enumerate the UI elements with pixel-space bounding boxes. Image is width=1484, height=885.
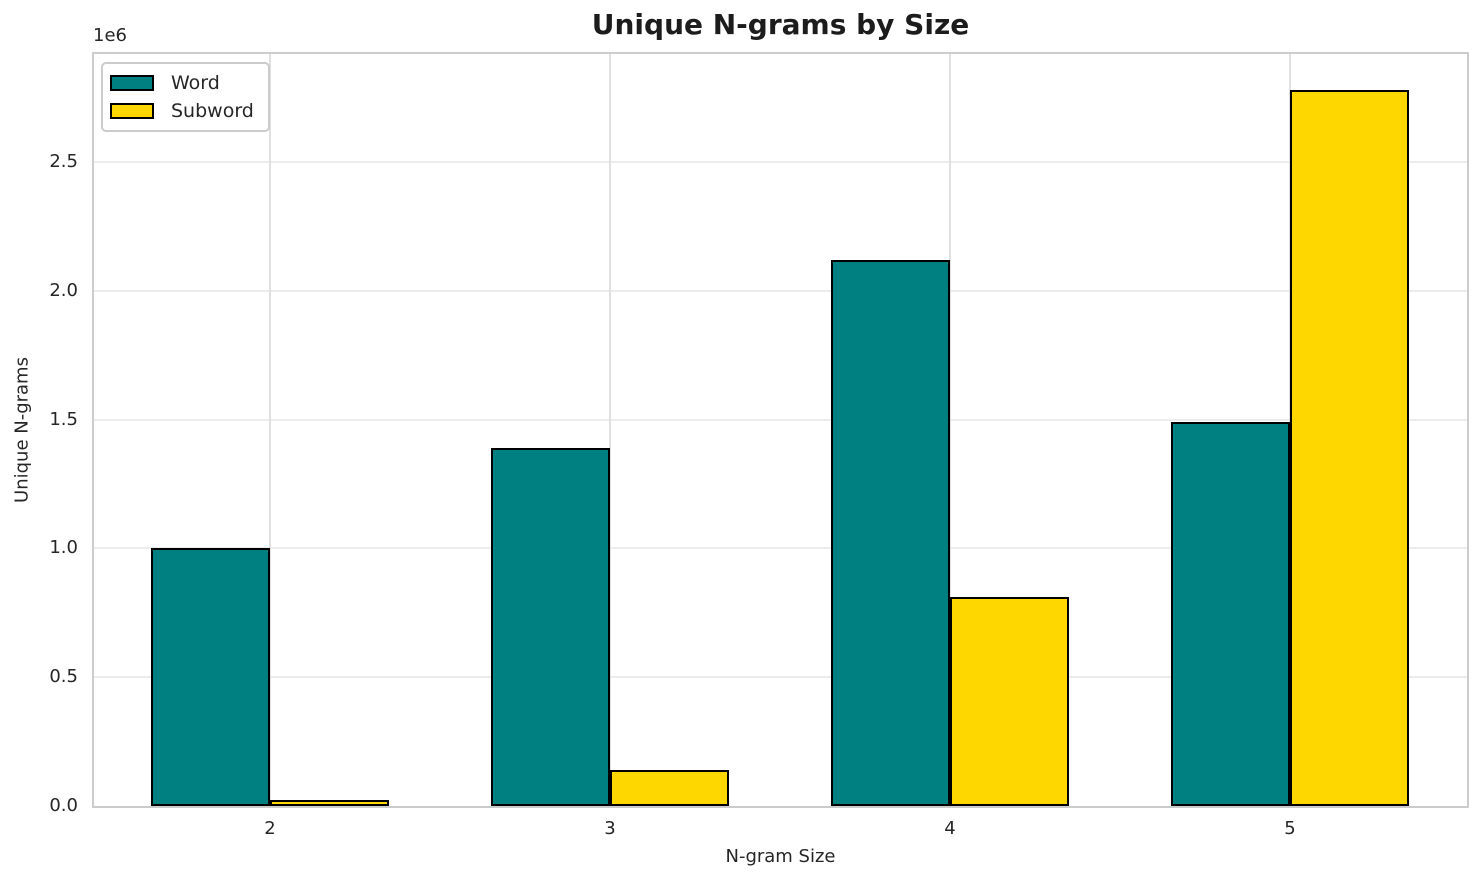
x-gridline bbox=[269, 54, 271, 806]
y-axis-offset-text: 1e6 bbox=[93, 25, 127, 46]
y-gridline bbox=[94, 418, 1467, 421]
bar-subword-ngram-5 bbox=[1290, 90, 1409, 806]
y-tick-label: 0.5 bbox=[49, 666, 78, 688]
x-gridline bbox=[949, 54, 951, 806]
y-gridline bbox=[94, 289, 1467, 292]
x-tick-label: 5 bbox=[1284, 818, 1296, 839]
x-tick-label: 4 bbox=[944, 818, 956, 839]
y-tick-label: 1.5 bbox=[49, 408, 78, 430]
legend-item-subword: Subword bbox=[110, 100, 254, 122]
bar-word-ngram-4 bbox=[831, 260, 950, 806]
y-tick-label: 1.0 bbox=[49, 537, 78, 559]
x-tick-label: 3 bbox=[604, 818, 616, 839]
y-gridline bbox=[94, 676, 1467, 679]
plot-area bbox=[92, 52, 1469, 808]
chart-title: Unique N-grams by Size bbox=[591, 8, 970, 41]
bar-word-ngram-2 bbox=[151, 548, 270, 806]
y-tick-label: 2.5 bbox=[49, 151, 78, 173]
bar-word-ngram-3 bbox=[491, 448, 610, 806]
y-tick-label: 2.0 bbox=[49, 279, 78, 301]
legend-swatch-word bbox=[110, 75, 154, 91]
bar-word-ngram-5 bbox=[1171, 422, 1290, 806]
bar-subword-ngram-3 bbox=[610, 769, 729, 806]
bar-subword-ngram-4 bbox=[950, 597, 1069, 806]
y-gridline bbox=[94, 547, 1467, 550]
legend-swatch-subword bbox=[110, 103, 154, 119]
y-tick-label: 0.0 bbox=[49, 795, 78, 816]
x-tick-label: 2 bbox=[264, 818, 276, 839]
y-gridline bbox=[94, 161, 1467, 164]
legend-item-word: Word bbox=[110, 72, 254, 94]
legend-label-subword: Subword bbox=[171, 100, 254, 122]
x-gridline bbox=[609, 54, 611, 806]
legend-label-word: Word bbox=[171, 72, 220, 94]
legend: Word Subword bbox=[101, 62, 270, 132]
bar-subword-ngram-2 bbox=[270, 799, 389, 806]
x-axis-label: N-gram Size bbox=[725, 846, 836, 867]
